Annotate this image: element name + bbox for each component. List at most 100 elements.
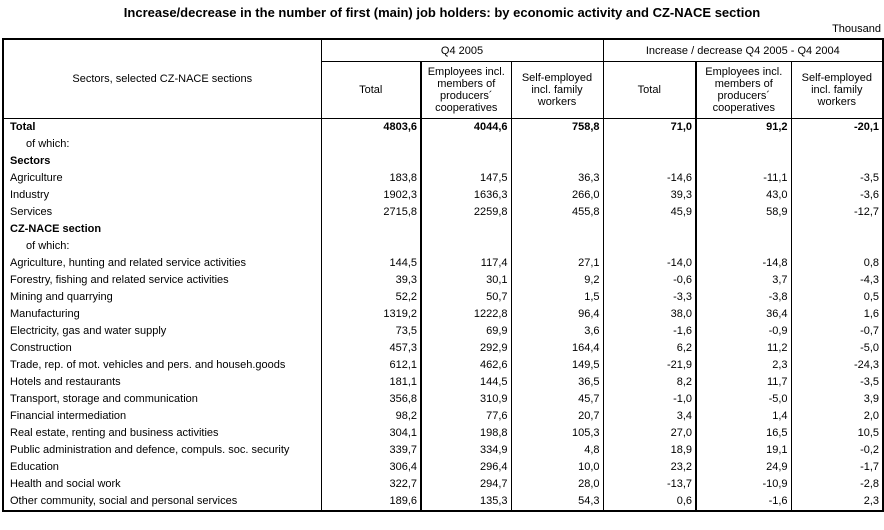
row-value: 181,1 [321, 374, 422, 391]
row-value [791, 238, 884, 255]
row-value: 149,5 [511, 357, 604, 374]
group-header-increase-decrease: Increase / decrease Q4 2005 - Q4 2004 [602, 38, 884, 62]
corner-header: Sectors, selected CZ-NACE sections [2, 38, 322, 119]
row-label: Services [3, 204, 322, 221]
sub-header-self-employed-increase: Self-employed incl. family workers [790, 61, 884, 119]
row-label: Forestry, fishing and related service ac… [3, 272, 322, 289]
row-value: -1,6 [696, 493, 792, 511]
row-label: Trade, rep. of mot. vehicles and pers. a… [3, 357, 322, 374]
row-value: 198,8 [421, 425, 512, 442]
row-value: 18,9 [603, 442, 698, 459]
row-value [421, 221, 512, 238]
row-value [603, 221, 698, 238]
row-value [321, 221, 422, 238]
row-value: 10,0 [511, 459, 604, 476]
row-label: Real estate, renting and business activi… [3, 425, 322, 442]
row-value: 457,3 [321, 340, 422, 357]
row-value: 334,9 [421, 442, 512, 459]
row-value: 0,6 [603, 493, 698, 511]
row-value: -21,9 [603, 357, 698, 374]
row-value: 2,0 [791, 408, 884, 425]
row-value: 455,8 [511, 204, 604, 221]
row-value: 27,0 [603, 425, 698, 442]
row-value: -14,6 [603, 170, 698, 187]
row-value: 36,4 [696, 306, 792, 323]
row-value: 23,2 [603, 459, 698, 476]
row-value [421, 153, 512, 170]
row-label: Agriculture, hunting and related service… [3, 255, 322, 272]
row-value [511, 136, 604, 153]
row-value [421, 136, 512, 153]
row-label: of which: [3, 136, 322, 153]
table-body: Total 4803,6 4044,6 758,8 71,0 91,2 -20,1 of wh… [3, 118, 884, 511]
table-row: Other community, social and personal ser… [3, 493, 884, 511]
row-value: 19,1 [696, 442, 792, 459]
row-value: -1,7 [791, 459, 884, 476]
row-value [603, 136, 698, 153]
sub-header-self-employed-q4: Self-employed incl. family workers [510, 61, 604, 119]
table-row: Services 2715,8 2259,8 455,8 45,9 58,9 -12,7 [3, 204, 884, 221]
table-row: Sectors [3, 153, 884, 170]
row-value: 1319,2 [321, 306, 422, 323]
row-value: 98,2 [321, 408, 422, 425]
row-value: 322,7 [321, 476, 422, 493]
row-value [321, 153, 422, 170]
row-value: 294,7 [421, 476, 512, 493]
row-value: 356,8 [321, 391, 422, 408]
row-label: Financial intermediation [3, 408, 322, 425]
sub-header-row: Total Employees incl. members of produce… [3, 61, 884, 119]
row-value [696, 136, 792, 153]
row-value [421, 238, 512, 255]
row-value: 1902,3 [321, 187, 422, 204]
row-value: 8,2 [603, 374, 698, 391]
row-value: 30,1 [421, 272, 512, 289]
row-value: 11,7 [696, 374, 792, 391]
row-value: 45,9 [603, 204, 698, 221]
row-value [696, 238, 792, 255]
table-row: Agriculture, hunting and related service… [3, 255, 884, 272]
row-value: 3,7 [696, 272, 792, 289]
row-value: 96,4 [511, 306, 604, 323]
row-value [321, 136, 422, 153]
row-value [603, 238, 698, 255]
table-row: Education 306,4 296,4 10,0 23,2 24,9 -1,7 [3, 459, 884, 476]
group-header-row: Sectors, selected CZ-NACE sections Q4 20… [2, 38, 884, 119]
row-value: -20,1 [791, 118, 884, 136]
row-value: -12,7 [791, 204, 884, 221]
row-value: 183,8 [321, 170, 422, 187]
table-row: of which: [3, 136, 884, 153]
row-value: 105,3 [511, 425, 604, 442]
row-value: -3,3 [603, 289, 698, 306]
row-value: 39,3 [321, 272, 422, 289]
table-row: Transport, storage and communication 356,… [3, 391, 884, 408]
row-value: 69,9 [421, 323, 512, 340]
row-value [791, 221, 884, 238]
row-value: 0,8 [791, 255, 884, 272]
table-row: Real estate, renting and business activi… [3, 425, 884, 442]
row-value: 3,4 [603, 408, 698, 425]
row-value: 144,5 [321, 255, 422, 272]
row-value [511, 221, 604, 238]
row-value [696, 153, 792, 170]
sub-header-total-q4: Total [320, 61, 422, 119]
row-value: 10,5 [791, 425, 884, 442]
row-label: Education [3, 459, 322, 476]
row-value: 3,6 [511, 323, 604, 340]
table-row: Total 4803,6 4044,6 758,8 71,0 91,2 -20,1 [3, 118, 884, 136]
row-value: 11,2 [696, 340, 792, 357]
row-value: 144,5 [421, 374, 512, 391]
row-value [791, 153, 884, 170]
unit-label: Thousand [832, 23, 881, 35]
row-value: -14,8 [696, 255, 792, 272]
row-value: 1222,8 [421, 306, 512, 323]
row-value: -2,8 [791, 476, 884, 493]
table-row: Financial intermediation 98,2 77,6 20,7 3,4 1… [3, 408, 884, 425]
table-row: CZ-NACE section [3, 221, 884, 238]
row-value: 758,8 [511, 118, 604, 136]
row-value: 339,7 [321, 442, 422, 459]
row-value: 9,2 [511, 272, 604, 289]
row-value: 43,0 [696, 187, 792, 204]
row-value: -14,0 [603, 255, 698, 272]
table-row: of which: [3, 238, 884, 255]
row-label: Manufacturing [3, 306, 322, 323]
